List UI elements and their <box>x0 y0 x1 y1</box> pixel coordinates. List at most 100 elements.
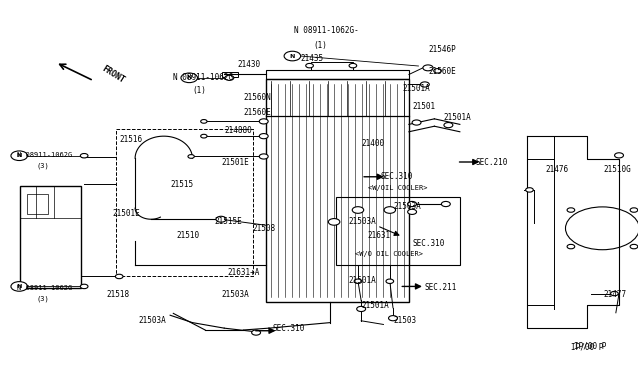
Text: 21510: 21510 <box>177 231 200 240</box>
Circle shape <box>259 134 268 139</box>
Circle shape <box>423 65 433 71</box>
Text: N: N <box>290 54 295 58</box>
Circle shape <box>356 307 365 311</box>
Circle shape <box>388 315 397 321</box>
Text: 21476: 21476 <box>546 165 569 174</box>
Text: IP/00 P: IP/00 P <box>572 342 604 351</box>
Circle shape <box>328 219 340 225</box>
Text: N 08911-1062G: N 08911-1062G <box>17 285 72 291</box>
Text: N 08911-1062G-: N 08911-1062G- <box>294 26 359 35</box>
Bar <box>26 194 48 214</box>
Circle shape <box>354 279 362 283</box>
Circle shape <box>259 119 268 124</box>
Text: 21477: 21477 <box>603 291 627 299</box>
Text: 21631+A: 21631+A <box>227 268 260 277</box>
Text: IP/00 P: IP/00 P <box>575 341 607 350</box>
Text: 21503A: 21503A <box>393 202 420 211</box>
Text: 21510G: 21510G <box>603 165 631 174</box>
Text: N 08911-1062G: N 08911-1062G <box>17 152 72 158</box>
Text: 21515: 21515 <box>170 180 193 189</box>
Text: (3): (3) <box>36 163 49 169</box>
Bar <box>266 79 409 302</box>
Text: 21501: 21501 <box>412 102 435 111</box>
Text: 21560N: 21560N <box>243 93 271 102</box>
Circle shape <box>81 284 88 289</box>
Circle shape <box>614 153 623 158</box>
Text: 21501E: 21501E <box>113 209 141 218</box>
Circle shape <box>384 207 396 213</box>
Circle shape <box>225 75 234 80</box>
Circle shape <box>630 208 637 212</box>
Bar <box>20 186 81 288</box>
Text: N: N <box>17 153 22 158</box>
Circle shape <box>420 82 429 87</box>
Circle shape <box>444 122 453 128</box>
Text: N: N <box>186 75 192 80</box>
Text: 21546P: 21546P <box>428 45 456 54</box>
Text: (1): (1) <box>314 41 327 50</box>
Text: 21560E: 21560E <box>428 67 456 76</box>
Bar <box>312 62 353 70</box>
Text: (3): (3) <box>36 295 49 302</box>
Bar <box>116 129 253 276</box>
Text: 21501E: 21501E <box>221 157 249 167</box>
Circle shape <box>352 207 364 213</box>
Circle shape <box>386 279 394 283</box>
Circle shape <box>412 120 421 125</box>
Text: 21560E: 21560E <box>243 108 271 117</box>
Text: 21430: 21430 <box>237 60 260 69</box>
Text: N 08911-1062G-: N 08911-1062G- <box>173 73 238 81</box>
Text: 214880: 214880 <box>224 126 252 135</box>
Text: 21435: 21435 <box>301 54 324 63</box>
Circle shape <box>349 63 356 68</box>
Circle shape <box>201 134 207 138</box>
Bar <box>222 71 238 77</box>
Circle shape <box>567 208 575 212</box>
Circle shape <box>216 216 226 222</box>
Circle shape <box>567 244 575 249</box>
Text: 21518: 21518 <box>106 291 129 299</box>
Circle shape <box>306 63 314 68</box>
Circle shape <box>408 209 417 214</box>
Text: 21503: 21503 <box>393 316 416 325</box>
Circle shape <box>408 201 417 206</box>
Text: 21516: 21516 <box>119 135 142 144</box>
Circle shape <box>434 68 442 73</box>
Text: SEC.310: SEC.310 <box>272 324 305 333</box>
Text: SEC.310: SEC.310 <box>412 239 444 248</box>
Text: 21501A: 21501A <box>361 301 389 311</box>
Bar <box>336 197 460 265</box>
Circle shape <box>611 291 618 296</box>
Text: 21501A: 21501A <box>444 113 472 122</box>
Text: 21515E: 21515E <box>214 217 243 225</box>
Circle shape <box>81 154 88 158</box>
Text: 21503A: 21503A <box>348 217 376 225</box>
Circle shape <box>11 151 28 161</box>
Circle shape <box>259 154 268 159</box>
Text: 21508: 21508 <box>253 224 276 233</box>
Circle shape <box>442 201 451 206</box>
Circle shape <box>201 119 207 123</box>
Circle shape <box>181 73 198 83</box>
Circle shape <box>525 188 533 192</box>
Text: 21400: 21400 <box>361 139 384 148</box>
Circle shape <box>252 330 260 335</box>
Text: (1): (1) <box>193 86 206 94</box>
Text: <W/O OIL COOLER>: <W/O OIL COOLER> <box>355 251 423 257</box>
Circle shape <box>284 51 301 61</box>
Text: 21501A: 21501A <box>348 276 376 285</box>
Circle shape <box>115 274 123 279</box>
Text: 21631: 21631 <box>367 231 390 240</box>
Text: FRONT: FRONT <box>100 64 126 85</box>
Circle shape <box>630 244 637 249</box>
Text: SEC.210: SEC.210 <box>476 157 508 167</box>
Circle shape <box>11 282 28 291</box>
Bar <box>266 70 409 79</box>
Text: N: N <box>17 284 22 289</box>
Text: 21501A: 21501A <box>403 84 430 93</box>
Text: SEC.211: SEC.211 <box>425 283 457 292</box>
Circle shape <box>188 155 195 158</box>
Text: SEC.310: SEC.310 <box>380 172 413 181</box>
Text: 21503A: 21503A <box>221 291 249 299</box>
Text: 21503A: 21503A <box>138 316 166 325</box>
